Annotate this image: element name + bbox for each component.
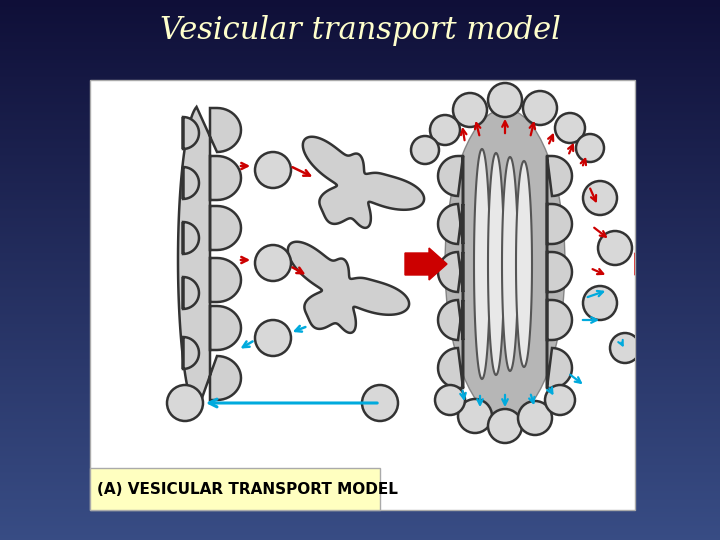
Circle shape	[458, 399, 492, 433]
Circle shape	[545, 385, 575, 415]
Polygon shape	[303, 137, 424, 228]
Circle shape	[488, 83, 522, 117]
Polygon shape	[183, 337, 199, 369]
Circle shape	[583, 181, 617, 215]
Circle shape	[435, 385, 465, 415]
Circle shape	[255, 152, 291, 188]
Bar	[90, 80, 635, 510]
FancyArrow shape	[635, 248, 683, 280]
Circle shape	[430, 115, 460, 145]
Polygon shape	[502, 157, 518, 371]
Polygon shape	[547, 156, 572, 388]
Circle shape	[362, 385, 398, 421]
Polygon shape	[183, 167, 199, 199]
Polygon shape	[488, 153, 504, 375]
Polygon shape	[288, 242, 409, 333]
Circle shape	[523, 91, 557, 125]
Polygon shape	[183, 222, 199, 254]
Circle shape	[488, 409, 522, 443]
Polygon shape	[438, 156, 463, 388]
Circle shape	[453, 93, 487, 127]
Circle shape	[583, 286, 617, 320]
Polygon shape	[516, 161, 532, 367]
Polygon shape	[183, 117, 199, 149]
Circle shape	[576, 134, 604, 162]
Polygon shape	[178, 107, 241, 413]
Circle shape	[555, 113, 585, 143]
Circle shape	[411, 136, 439, 164]
Polygon shape	[183, 277, 199, 309]
Text: Vesicular transport model: Vesicular transport model	[160, 15, 560, 45]
Circle shape	[518, 401, 552, 435]
Circle shape	[610, 333, 640, 363]
Circle shape	[598, 231, 632, 265]
Circle shape	[255, 320, 291, 356]
Ellipse shape	[445, 109, 565, 419]
Text: (A) VESICULAR TRANSPORT MODEL: (A) VESICULAR TRANSPORT MODEL	[97, 482, 398, 496]
Polygon shape	[474, 149, 490, 379]
Circle shape	[255, 245, 291, 281]
FancyArrow shape	[405, 248, 447, 280]
Circle shape	[167, 385, 203, 421]
Bar	[90, 468, 380, 510]
